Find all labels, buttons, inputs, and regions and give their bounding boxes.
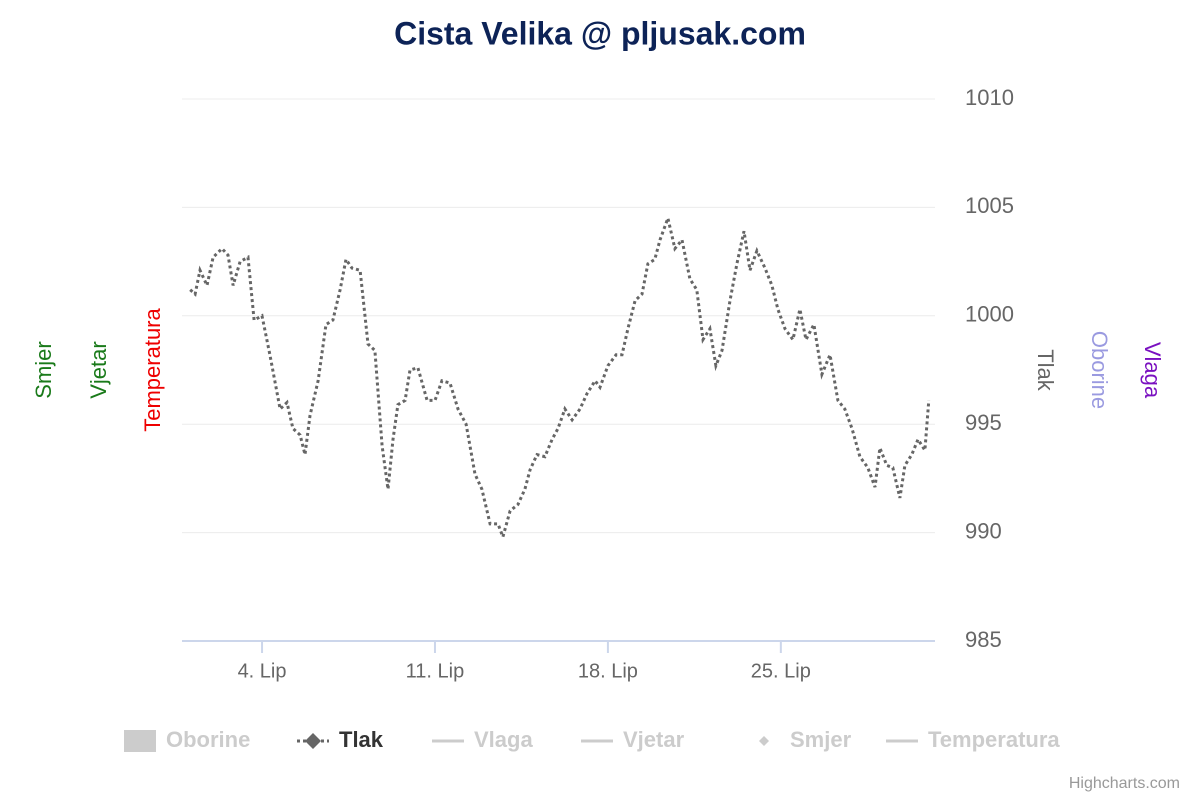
y-tick-label: 985: [965, 627, 1002, 652]
chart-title: Cista Velika @ pljusak.com: [394, 15, 806, 51]
legend-symbol: [305, 733, 321, 749]
x-tick-label: 11. Lip: [406, 660, 465, 682]
legend-symbol: [759, 736, 769, 746]
y-tick-label: 995: [965, 410, 1002, 435]
axis-title: Vjetar: [86, 341, 111, 398]
y-tick-label: 1000: [965, 302, 1014, 327]
x-tick-label: 4. Lip: [238, 660, 287, 682]
y-tick-label: 1010: [965, 85, 1014, 110]
axis-title: Temperatura: [140, 307, 165, 431]
x-tick-label: 25. Lip: [751, 660, 811, 682]
legend-label[interactable]: Vlaga: [474, 727, 533, 752]
credits[interactable]: Highcharts.com: [1069, 775, 1180, 792]
legend-label[interactable]: Temperatura: [928, 727, 1060, 752]
legend-label[interactable]: Vjetar: [623, 727, 685, 752]
axis-title: Oborine: [1087, 331, 1112, 409]
data-line: [189, 212, 931, 542]
axis-title: Smjer: [31, 341, 56, 398]
y-tick-label: 1005: [965, 193, 1014, 218]
legend-label[interactable]: Oborine: [166, 727, 250, 752]
y-tick-label: 990: [965, 518, 1002, 543]
legend-label[interactable]: Smjer: [790, 727, 852, 752]
x-tick-label: 18. Lip: [578, 660, 638, 682]
axis-title: Vlaga: [1140, 342, 1165, 399]
axis-title: Tlak: [1033, 349, 1058, 392]
legend-symbol: [124, 730, 156, 752]
legend-label[interactable]: Tlak: [339, 727, 384, 752]
